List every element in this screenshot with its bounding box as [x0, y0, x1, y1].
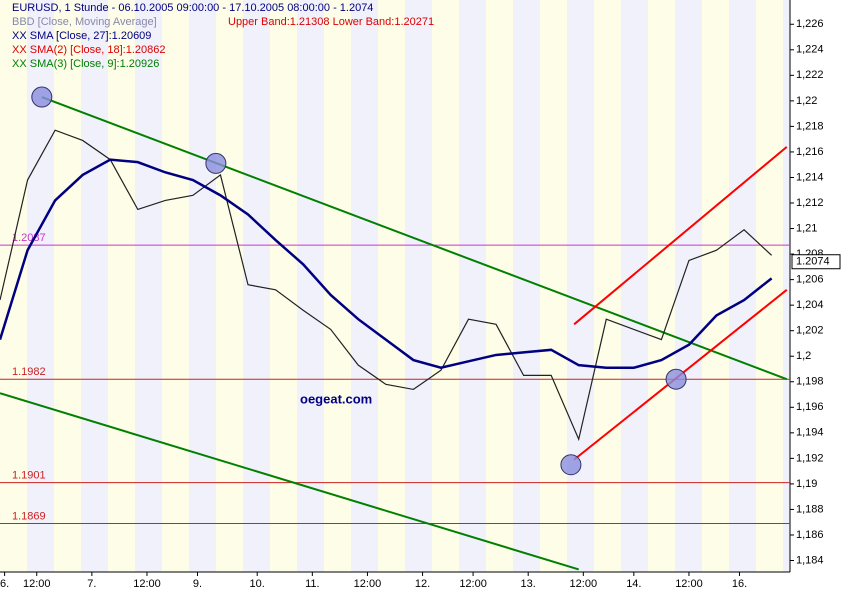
x-tick-label: 12:00: [570, 578, 598, 590]
series-line: [0, 129, 773, 442]
y-tick-label: 1,21: [796, 222, 817, 234]
y-tick-label: 1,186: [796, 529, 824, 541]
x-tick-label: 12:00: [354, 578, 382, 590]
y-tick-label: 1,196: [796, 401, 824, 413]
x-tick-label: 16.: [732, 578, 747, 590]
y-tick-label: 1,198: [796, 376, 824, 388]
x-tick-label: 13.: [521, 578, 536, 590]
x-tick-label: 6.: [0, 578, 9, 590]
x-tick-label: 12:00: [459, 578, 487, 590]
y-tick-label: 1,226: [796, 18, 824, 30]
chart-title: EURUSD, 1 Stunde - 06.10.2005 09:00:00 -…: [12, 2, 373, 14]
trend-line: [573, 146, 788, 326]
legend-entry: XX SMA [Close, 27]:1.20609: [12, 30, 151, 42]
y-tick-label: 1,202: [796, 325, 824, 337]
level-label: 1.2087: [12, 232, 46, 244]
y-tick-label: 1,204: [796, 299, 824, 311]
pivot-marker: [665, 368, 687, 390]
watermark: oegeat.com: [300, 391, 372, 406]
y-tick-label: 1,188: [796, 503, 824, 515]
x-tick-label: 12:00: [23, 578, 51, 590]
x-tick-label: 12:00: [675, 578, 703, 590]
series-line: [0, 158, 773, 370]
y-tick-label: 1,218: [796, 120, 824, 132]
x-tick-label: 12:00: [133, 578, 161, 590]
level-label: 1.1901: [12, 470, 46, 482]
x-tick-label: 14.: [626, 578, 641, 590]
trend-line: [0, 392, 580, 571]
level-label: 1.1869: [12, 510, 46, 522]
y-tick-label: 1,222: [796, 69, 824, 81]
y-tick-label: 1,19: [796, 478, 817, 490]
x-tick-label: 10.: [250, 578, 265, 590]
pivot-marker: [31, 86, 53, 108]
last-price-label: 1.2074: [796, 256, 830, 268]
legend-entry: XX SMA(2) [Close, 18]:1.20862: [12, 44, 165, 56]
axis-background: [0, 572, 790, 593]
x-tick-label: 9.: [193, 578, 202, 590]
y-tick-label: 1,214: [796, 171, 824, 183]
pivot-marker: [560, 454, 582, 476]
axis-background: [790, 0, 842, 593]
legend-entry: BBD [Close, Moving Average]: [12, 16, 157, 28]
legend-entry: XX SMA(3) [Close, 9]:1.20926: [12, 58, 159, 70]
y-tick-label: 1,206: [796, 274, 824, 286]
y-tick-label: 1,2: [796, 350, 811, 362]
y-tick-label: 1,184: [796, 554, 824, 566]
y-tick-label: 1,212: [796, 197, 824, 209]
x-tick-label: 7.: [87, 578, 96, 590]
x-tick-label: 11.: [305, 578, 319, 590]
plot-background: [0, 0, 790, 572]
y-tick-label: 1,224: [796, 44, 824, 56]
level-label: 1.1982: [12, 366, 46, 378]
y-tick-label: 1,22: [796, 95, 817, 107]
y-tick-label: 1,192: [796, 452, 824, 464]
pivot-marker: [205, 152, 227, 174]
legend-entry: Upper Band:1.21308 Lower Band:1.20271: [228, 16, 434, 28]
x-tick-label: 12.: [415, 578, 430, 590]
trend-line: [41, 96, 788, 381]
y-tick-label: 1,216: [796, 146, 824, 158]
last-price-tag: [791, 254, 841, 270]
y-tick-label: 1,194: [796, 427, 824, 439]
